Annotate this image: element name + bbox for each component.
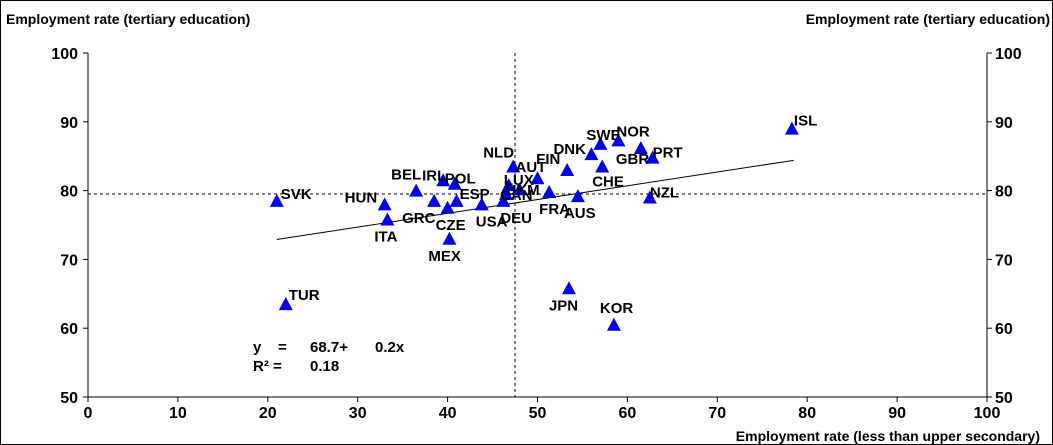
- data-point-ita: [380, 212, 395, 226]
- data-point-nor: [611, 133, 626, 147]
- x-tick-label: 70: [708, 405, 726, 422]
- data-label-irl: IRL: [422, 167, 446, 184]
- data-point-cze: [440, 200, 455, 214]
- y-tick-label-left: 100: [51, 46, 78, 63]
- regression-intercept: 68.7+: [310, 339, 348, 356]
- x-tick-label: 90: [888, 405, 906, 422]
- regression-r2-prefix: R² =: [253, 358, 282, 375]
- data-label-lux: LUX: [504, 172, 534, 189]
- data-label-usa: USA: [476, 213, 508, 230]
- x-tick-label: 20: [259, 405, 277, 422]
- y-tick-label-right: 90: [995, 115, 1013, 132]
- regression-equals: =: [278, 339, 287, 356]
- x-tick-label: 40: [439, 405, 457, 422]
- data-point-nzl: [642, 190, 657, 204]
- data-point-esp: [449, 193, 464, 207]
- data-label-fin: FIN: [536, 151, 560, 168]
- x-tick-label: 0: [84, 405, 93, 422]
- data-point-lux: [501, 178, 516, 192]
- x-tick-label: 80: [798, 405, 816, 422]
- data-label-bel: BEL: [391, 167, 421, 184]
- y-tick-label-right: 70: [995, 252, 1013, 269]
- data-label-prt: PRT: [653, 145, 683, 162]
- data-point-fra: [542, 184, 557, 198]
- data-label-pol: POL: [445, 171, 476, 188]
- data-point-bel: [409, 183, 424, 197]
- data-point-swe: [593, 136, 608, 150]
- data-label-tur: TUR: [289, 287, 320, 304]
- data-label-gbr: GBR: [616, 151, 650, 168]
- data-point-irl: [436, 173, 451, 187]
- data-label-esp: ESP: [460, 186, 490, 203]
- data-label-dnk: DNK: [553, 141, 586, 158]
- plot-area: 50 50 60 60 70 70 80 80 90 90 100 100 0 10 20 30 40 50 60 7…: [51, 46, 1022, 422]
- y-tick-label-right: 50: [995, 390, 1013, 407]
- data-point-can: [499, 187, 514, 201]
- regression-slope: 0.2x: [375, 339, 405, 356]
- x-tick-label: 60: [619, 405, 637, 422]
- trend-line: [276, 159, 794, 240]
- x-tick-label: 100: [974, 405, 1001, 422]
- data-label-grc: GRC: [402, 210, 436, 227]
- data-label-nor: NOR: [616, 123, 650, 140]
- data-label-nld: NLD: [483, 145, 514, 162]
- data-point-nld: [506, 159, 521, 173]
- data-point-aut: [530, 171, 545, 185]
- data-label-nzl: NZL: [650, 184, 679, 201]
- regression-r2-value: 0.18: [310, 358, 339, 375]
- data-label-deu: DEU: [500, 210, 532, 227]
- data-point-usa: [474, 197, 489, 211]
- y-tick-label-left: 70: [60, 252, 78, 269]
- data-label-jpn: JPN: [549, 297, 578, 314]
- data-point-jpn: [561, 281, 576, 295]
- data-label-mex: MEX: [428, 248, 461, 265]
- data-label-swe: SWE: [586, 127, 620, 144]
- data-point-gbr: [633, 140, 648, 154]
- data-label-che: CHE: [592, 174, 624, 191]
- y-axis-title-left: Employment rate (tertiary education): [6, 11, 250, 27]
- x-tick-label: 50: [529, 405, 547, 422]
- x-tick-label: 10: [169, 405, 187, 422]
- data-point-prt: [645, 150, 660, 164]
- y-axis-title-right: Employment rate (tertiary education): [806, 11, 1050, 27]
- data-label-ukm: UKM: [506, 182, 540, 199]
- y-tick-label-left: 50: [60, 390, 78, 407]
- data-label-ita: ITA: [374, 228, 397, 245]
- data-point-mex: [442, 231, 457, 245]
- y-tick-label-right: 100: [995, 46, 1022, 63]
- data-point-dnk: [584, 147, 599, 161]
- data-point-fin: [560, 162, 575, 176]
- data-point-kor: [606, 317, 621, 331]
- regression-annotation: y = 68.7+ 0.2x R² = 0.18: [253, 339, 405, 375]
- data-point-che: [595, 159, 610, 173]
- x-axis-title: Employment rate (less than upper seconda…: [736, 428, 1040, 444]
- data-label-isl: ISL: [794, 113, 817, 130]
- data-label-hun: HUN: [345, 189, 378, 206]
- data-point-ukm: [512, 182, 527, 196]
- data-point-tur: [278, 297, 293, 311]
- data-point-deu: [496, 193, 511, 207]
- y-tick-label-right: 60: [995, 321, 1013, 338]
- data-point-hun: [377, 197, 392, 211]
- data-label-aut: AUT: [516, 159, 547, 176]
- data-point-svk: [269, 193, 284, 207]
- regression-y-prefix: y: [253, 339, 262, 356]
- y-tick-label-left: 80: [60, 184, 78, 201]
- data-label-fra: FRA: [539, 201, 570, 218]
- data-label-kor: KOR: [600, 300, 634, 317]
- x-tick-label: 30: [349, 405, 367, 422]
- data-label-aus: AUS: [564, 205, 596, 222]
- data-point-pol: [447, 176, 462, 190]
- data-point-grc: [427, 193, 442, 207]
- data-label-svk: SVK: [281, 186, 312, 203]
- data-label-cze: CZE: [436, 217, 466, 234]
- y-tick-label-left: 60: [60, 321, 78, 338]
- y-tick-label-left: 90: [60, 115, 78, 132]
- data-point-isl: [784, 121, 799, 135]
- data-label-can: CAN: [500, 187, 533, 204]
- y-tick-label-right: 80: [995, 184, 1013, 201]
- data-point-aus: [570, 189, 585, 203]
